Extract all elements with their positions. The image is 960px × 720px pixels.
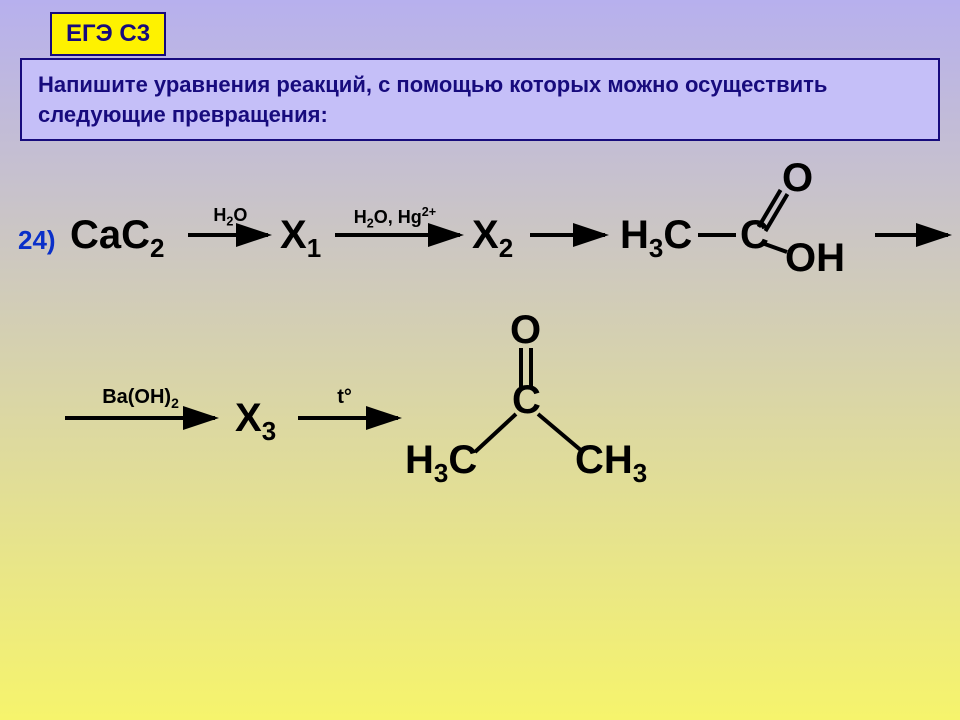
cond-arrow5: Ba(OH)2 — [102, 386, 179, 411]
question-text: Напишите уравнения реакций, с помощью ко… — [38, 72, 827, 127]
cond-arrow1: H2O — [213, 205, 247, 229]
acetone-h3c: H3C — [405, 438, 477, 489]
species-cac2: CaC2 — [70, 213, 165, 264]
species-x3: X3 — [235, 396, 276, 447]
species-x1: X1 — [280, 213, 321, 264]
species-x2: X2 — [472, 213, 513, 264]
title-text: ЕГЭ С3 — [66, 20, 150, 47]
cond-arrow2: H2O, Hg2+ — [354, 205, 436, 231]
title-box: ЕГЭ С3 — [50, 12, 166, 56]
problem-number: 24) — [18, 225, 56, 256]
acetic-c: C — [740, 213, 769, 258]
acetic-oh: OH — [785, 236, 845, 281]
acetone-c: C — [512, 378, 541, 423]
acetic-h3c: H3C — [620, 213, 692, 264]
acetone-o: O — [510, 308, 541, 353]
question-box: Напишите уравнения реакций, с помощью ко… — [20, 58, 940, 141]
acetone-ch3: CH3 — [575, 438, 647, 489]
acetic-o: O — [782, 156, 813, 201]
cond-arrow6: t° — [337, 386, 352, 409]
problem-number-text: 24) — [18, 225, 56, 255]
